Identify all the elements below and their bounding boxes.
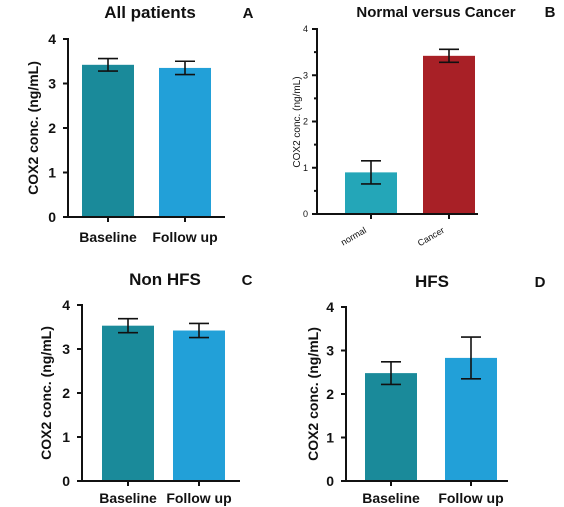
- y-tick-label: 0: [303, 209, 308, 219]
- y-tick-label: 4: [326, 299, 334, 315]
- y-tick-label: 3: [303, 70, 308, 80]
- panel-label: C: [242, 272, 253, 289]
- y-axis-label: COX2 conc. (ng/mL): [292, 76, 303, 167]
- y-tick-label: 2: [303, 117, 308, 127]
- bar-cancer: [423, 55, 475, 215]
- chart-panel-c: Non HFS C COX2 conc. (ng/mL) Baseline Follow…: [38, 270, 253, 506]
- bar-baseline: [102, 325, 154, 481]
- y-axis-label: COX2 conc. (ng/mL): [305, 327, 321, 461]
- x-tick-label: Baseline: [362, 490, 420, 506]
- y-tick-label: 1: [62, 429, 70, 445]
- error-bar: [461, 336, 481, 380]
- bar-follow-up: [159, 67, 211, 217]
- y-tick-label: 0: [62, 473, 70, 489]
- y-tick-label: 3: [62, 341, 70, 357]
- y-tick-label: 4: [62, 297, 70, 313]
- y-tick-label: 4: [48, 31, 56, 47]
- y-axis-label: COX2 conc. (ng/mL): [38, 326, 54, 460]
- chart-panel-a: All patients A COX2 conc. (ng/mL) Baseline F…: [25, 3, 254, 245]
- y-tick-label: 3: [48, 75, 56, 91]
- error-bar: [361, 160, 381, 185]
- y-tick-label: 1: [303, 163, 308, 173]
- bar-baseline: [82, 64, 134, 217]
- y-axis-label: COX2 conc. (ng/mL): [25, 61, 41, 195]
- bar-follow-up: [173, 330, 225, 481]
- panel-label: A: [243, 5, 254, 22]
- chart-title: All patients: [104, 3, 196, 22]
- panel-label: D: [535, 274, 546, 291]
- x-tick-label: Baseline: [79, 229, 137, 245]
- x-tick-label: Baseline: [99, 490, 157, 506]
- y-tick-label: 2: [62, 385, 70, 401]
- y-tick-label: 3: [326, 342, 334, 358]
- y-tick-label: 4: [303, 24, 308, 34]
- error-bar: [118, 317, 138, 334]
- x-tick-label: Follow up: [166, 490, 231, 506]
- error-bar: [189, 322, 209, 339]
- y-tick-label: 2: [326, 386, 334, 402]
- bar-baseline: [365, 373, 417, 481]
- x-tick-label: normal: [339, 225, 368, 247]
- y-tick-label: 2: [48, 120, 56, 136]
- x-tick-label: Cancer: [416, 225, 446, 248]
- y-tick-label: 0: [326, 473, 334, 489]
- chart-title: HFS: [415, 272, 449, 291]
- x-tick-label: Follow up: [152, 229, 217, 245]
- y-tick-label: 0: [48, 209, 56, 225]
- chart-title: Normal versus Cancer: [356, 4, 515, 21]
- error-bar: [439, 48, 459, 64]
- y-tick-label: 1: [326, 429, 334, 445]
- error-bar: [175, 60, 195, 76]
- y-tick-label: 1: [48, 164, 56, 180]
- error-bar: [381, 361, 401, 386]
- panel-label: B: [545, 4, 556, 21]
- chart-panel-d: HFS D COX2 conc. (ng/mL) Baseline Follow up 0…: [305, 272, 546, 506]
- chart-panel-b: Normal versus Cancer B COX2 conc. (ng/mL) n…: [292, 4, 556, 248]
- chart-title: Non HFS: [129, 270, 201, 289]
- x-tick-label: Follow up: [438, 490, 503, 506]
- error-bar: [98, 57, 118, 72]
